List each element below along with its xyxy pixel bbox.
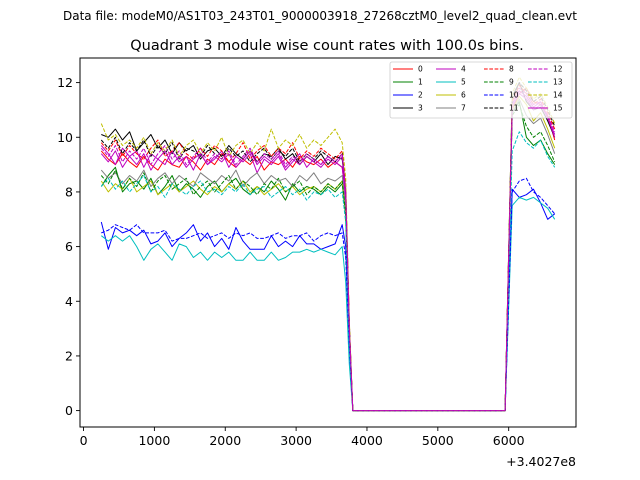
series-line-15 [100, 93, 556, 412]
y-tick-label: 12 [57, 75, 73, 90]
legend-label-8: 8 [509, 65, 514, 74]
x-tick-label: 5000 [422, 433, 454, 448]
legend-label-14: 14 [553, 91, 563, 100]
suptitle: Data file: modeM0/AS1T03_243T01_90000039… [63, 9, 577, 23]
legend-label-2: 2 [418, 91, 423, 100]
y-tick-label: 8 [65, 184, 73, 199]
legend-label-0: 0 [418, 65, 423, 74]
legend-box [389, 61, 573, 119]
y-tick-label: 10 [57, 130, 73, 145]
axes-frame [79, 57, 577, 428]
x-tick-label: 4000 [351, 433, 383, 448]
y-tick-label: 0 [65, 403, 73, 418]
x-tick-label: 1000 [138, 433, 170, 448]
legend-label-10: 10 [509, 91, 519, 100]
series-line-8 [100, 84, 556, 412]
series-line-10 [101, 177, 556, 412]
legend-label-4: 4 [461, 65, 466, 74]
chart-title: Quadrant 3 module wise count rates with … [130, 38, 524, 54]
x-axis: 0 1000 2000 3000 4000 5000 6000 [80, 427, 525, 448]
legend-label-1: 1 [418, 78, 423, 87]
legend-label-13: 13 [553, 78, 563, 87]
series-line-13 [100, 131, 556, 412]
legend-label-5: 5 [461, 78, 466, 87]
series-line-14 [100, 76, 556, 412]
series-line-11 [100, 82, 556, 412]
y-tick-label: 2 [65, 348, 73, 363]
legend-label-15: 15 [553, 104, 563, 113]
legend-label-11: 11 [509, 104, 519, 113]
series-line-5 [100, 196, 556, 412]
x-tick-label: 2000 [209, 433, 241, 448]
legend-label-12: 12 [553, 65, 563, 74]
series-line-0 [100, 87, 556, 412]
series-line-2 [100, 188, 556, 412]
x-tick-label: 0 [80, 433, 88, 448]
series-line-9 [100, 104, 556, 412]
series-line-7 [100, 98, 556, 412]
y-tick-label: 4 [65, 294, 73, 309]
legend-label-3: 3 [418, 104, 423, 113]
legend-label-6: 6 [461, 91, 466, 100]
legend-label-7: 7 [461, 104, 466, 113]
series-line-4 [100, 90, 556, 412]
x-tick-label: 6000 [493, 433, 525, 448]
y-axis: 0 2 4 6 8 10 12 [57, 75, 80, 418]
legend-label-9: 9 [509, 78, 514, 87]
series-layer [100, 76, 556, 412]
series-line-12 [100, 87, 556, 412]
y-tick-label: 6 [65, 239, 73, 254]
x-tick-label: 3000 [280, 433, 312, 448]
x-axis-offset-label: +3.4027e8 [506, 454, 576, 469]
